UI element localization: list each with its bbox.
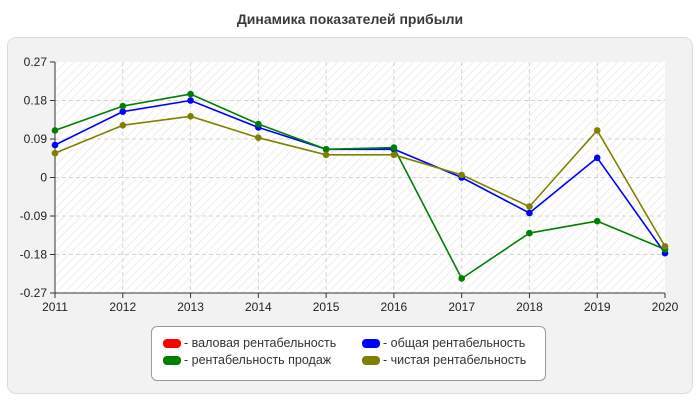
- x-tick-label: 2017: [448, 300, 475, 314]
- series-point-2: [255, 120, 262, 128]
- x-tick-label: 2013: [177, 300, 204, 314]
- legend-label-net: - чистая рентабельность: [383, 353, 527, 367]
- legend-swatch-net: [362, 355, 380, 365]
- y-tick-label: 0.18: [24, 94, 48, 108]
- series-point-1: [119, 108, 127, 115]
- x-tick-label: 2016: [381, 300, 408, 314]
- y-tick-label: -0.18: [20, 248, 48, 262]
- series-line-3: [54, 115, 666, 247]
- series-point-3: [661, 243, 669, 250]
- y-tick-label: 0: [40, 171, 47, 185]
- x-tick-label: 2012: [109, 300, 136, 314]
- x-tick-label: 2020: [652, 300, 679, 314]
- series-point-3: [119, 122, 127, 129]
- y-tick-label: 0.27: [24, 55, 48, 69]
- legend-swatch-sales: [163, 355, 181, 365]
- series-point-1: [51, 141, 59, 149]
- x-tick-label: 2018: [516, 300, 543, 314]
- series-point-3: [458, 171, 465, 179]
- x-tick-label: 2019: [584, 300, 611, 314]
- legend-swatch-gross: [163, 338, 181, 348]
- y-tick-label: 0.09: [24, 132, 48, 146]
- series-line-1: [54, 99, 666, 254]
- x-tick-label: 2015: [313, 300, 340, 314]
- series-point-2: [526, 229, 533, 237]
- chart-title: Динамика показателей прибыли: [236, 11, 464, 27]
- legend-item-gross[interactable]: - валовая рентабельность: [163, 336, 336, 350]
- series-point-2: [458, 275, 465, 282]
- series-point-2: [119, 102, 127, 110]
- series-point-3: [322, 151, 330, 159]
- series-point-1: [187, 97, 194, 104]
- y-tick-label: -0.09: [20, 209, 48, 223]
- series-point-2: [51, 127, 59, 134]
- legend-label-total: - общая рентабельность: [383, 336, 526, 350]
- series-point-2: [593, 217, 601, 225]
- legend-label-gross: - валовая рентабельность: [184, 336, 337, 350]
- y-tick-label: -0.27: [20, 286, 48, 300]
- series-line-2: [54, 93, 666, 280]
- series-point-2: [322, 145, 330, 153]
- series-point-2: [390, 144, 398, 151]
- legend-item-sales[interactable]: - рентабельность продаж: [163, 353, 331, 367]
- x-tick-label: 2014: [245, 300, 272, 314]
- legend-item-net[interactable]: - чистая рентабельность: [362, 353, 526, 367]
- legend-item-total[interactable]: - общая рентабельность: [362, 336, 525, 350]
- x-tick-label: 2011: [42, 300, 68, 314]
- series-point-3: [51, 149, 59, 157]
- series-point-3: [593, 127, 601, 134]
- series-point-1: [526, 209, 533, 217]
- legend-swatch-total: [362, 338, 380, 348]
- series-point-3: [187, 113, 194, 120]
- chart-legend: - валовая рентабельность - общая рентабе…: [151, 326, 546, 381]
- series-point-3: [255, 134, 262, 142]
- series-point-3: [390, 151, 398, 159]
- legend-label-sales: - рентабельность продаж: [184, 353, 332, 367]
- series-point-3: [526, 203, 533, 210]
- series-point-1: [593, 154, 601, 162]
- series-point-2: [187, 90, 194, 98]
